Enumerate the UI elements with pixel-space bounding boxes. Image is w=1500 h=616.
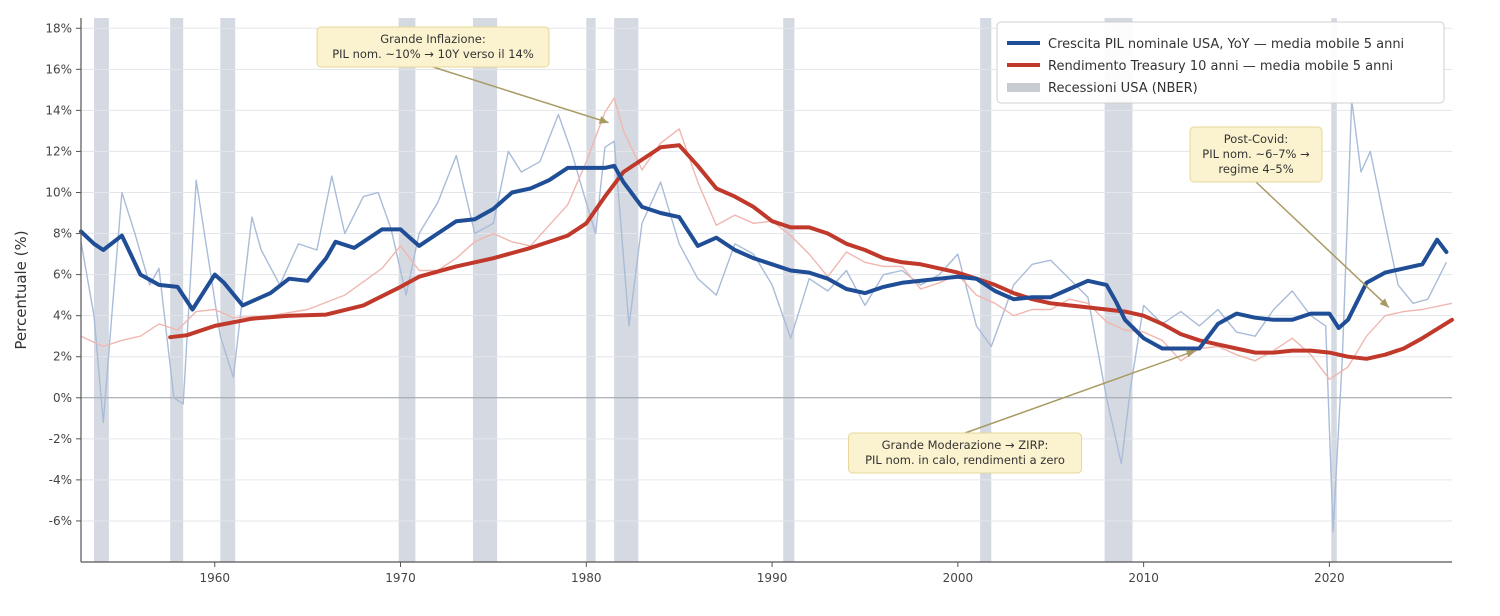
annotations: Grande Inflazione:PIL nom. ~10% → 10Y ve… (316, 26, 1390, 474)
x-tick-label: 1960 (199, 571, 230, 585)
gdp-raw-line (80, 99, 1448, 532)
legend-box (996, 21, 1445, 104)
x-tick-label: 2010 (1128, 571, 1159, 585)
annotation-text: Post-Covid: (1224, 132, 1288, 146)
y-tick-label: -2% (49, 432, 72, 446)
recession-band (170, 18, 184, 562)
y-tick-label: 18% (45, 21, 72, 35)
x-tick-label: 1970 (385, 571, 416, 585)
annotation-text: PIL nom. in calo, rendimenti a zero (865, 453, 1065, 467)
annotation-arrow (1255, 181, 1390, 308)
recession-band (1331, 18, 1337, 562)
treasury-raw-line (80, 97, 1453, 380)
raw-series (80, 97, 1453, 532)
recession-band (586, 18, 596, 562)
recession-band (472, 18, 498, 562)
x-tick-label: 2020 (1314, 571, 1345, 585)
legend-label: Rendimento Treasury 10 anni — media mobi… (1048, 59, 1393, 74)
legend-swatch-band (1007, 83, 1040, 92)
treasury-ma-line (168, 143, 1454, 361)
y-tick-label: 6% (53, 268, 72, 282)
annotation-box (848, 432, 1082, 474)
legend-label: Recessioni USA (NBER) (1048, 81, 1198, 96)
y-tick-label: -4% (49, 473, 72, 487)
x-tick-label: 1980 (571, 571, 602, 585)
annotation-arrow (432, 66, 609, 124)
legend-label: Crescita PIL nominale USA, YoY — media m… (1048, 37, 1404, 52)
y-tick-label: 12% (45, 144, 72, 158)
annotation-arrowhead (1185, 349, 1196, 358)
smoothed-series (79, 143, 1454, 361)
annotation-text: PIL nom. ~10% → 10Y verso il 14% (332, 47, 534, 61)
annotation-arrowhead (598, 116, 609, 124)
y-tick-label: 14% (45, 103, 72, 117)
y-tick-label: 2% (53, 350, 72, 364)
tick-labels: -6% -4% -2% 0% 2% 4% 6% 8% 10% 12% 14% 16% 18% 1960 19… (45, 21, 1344, 585)
recession-band (94, 18, 109, 562)
axes (80, 18, 1452, 563)
y-tick-label: 4% (53, 309, 72, 323)
annotation-box (316, 26, 550, 68)
x-tick-label: 1990 (757, 571, 788, 585)
annotation-box (1189, 126, 1323, 183)
gdp-ma-line (79, 163, 1449, 351)
annotation-arrow (964, 349, 1196, 434)
annotation-text: Grande Moderazione → ZIRP: (882, 438, 1049, 452)
annotation-text: PIL nom. ~6–7% → (1202, 147, 1310, 161)
legend: Crescita PIL nominale USA, YoY — media m… (996, 21, 1445, 104)
y-tick-label: -6% (49, 514, 72, 528)
recession-band (783, 18, 795, 562)
y-tick-label: 10% (45, 185, 72, 199)
annotation-text: regime 4–5% (1218, 162, 1293, 176)
annotation-text: Grande Inflazione: (380, 32, 485, 46)
y-tick-label: 16% (45, 62, 72, 76)
y-tick-label: 8% (53, 227, 72, 241)
recession-band (980, 18, 992, 562)
y-tick-label: 0% (53, 391, 72, 405)
x-tick-label: 2000 (943, 571, 974, 585)
y-axis-label: Percentuale (%) (12, 230, 30, 349)
annotation-arrowhead (1379, 298, 1389, 308)
